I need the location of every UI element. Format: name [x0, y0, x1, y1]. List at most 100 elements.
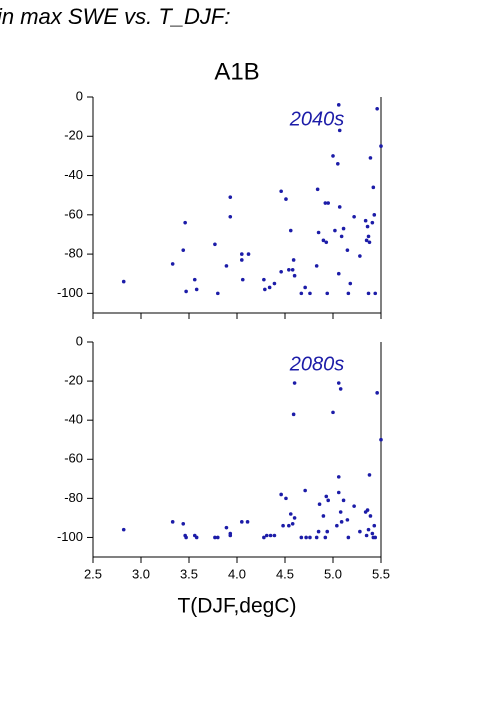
point [314, 264, 319, 268]
point [365, 224, 370, 229]
point [338, 387, 343, 391]
point [368, 514, 373, 518]
point [316, 230, 321, 235]
point [326, 201, 331, 205]
point [335, 523, 339, 528]
point [272, 281, 277, 286]
point [262, 277, 266, 282]
point [192, 277, 197, 282]
point [324, 494, 329, 499]
point [279, 269, 283, 274]
point [379, 437, 383, 442]
point [331, 154, 335, 158]
point [375, 106, 379, 111]
y-tick-label: -40 [64, 167, 83, 182]
point [292, 381, 297, 385]
point [325, 529, 330, 534]
x-tick-label: 2.5 [84, 566, 102, 581]
chart-title: in max SWE vs. T_DJF: [0, 4, 230, 29]
y-tick-label: 0 [76, 333, 83, 348]
point [183, 220, 187, 225]
point [170, 520, 175, 524]
point [284, 496, 288, 501]
point [346, 535, 351, 540]
point [224, 264, 229, 268]
point [224, 525, 229, 530]
point [373, 535, 378, 540]
point [375, 391, 379, 395]
point [303, 488, 307, 493]
point [279, 189, 283, 194]
point [245, 520, 250, 524]
point [321, 238, 326, 243]
point [263, 287, 267, 292]
point [367, 473, 372, 477]
point [216, 535, 220, 540]
point [379, 144, 383, 148]
point [337, 128, 342, 133]
point [363, 218, 368, 223]
point [184, 289, 188, 294]
point [292, 273, 297, 278]
y-tick-label: -100 [57, 285, 83, 300]
point [240, 258, 244, 262]
y-tick-label: -20 [64, 128, 83, 143]
point [341, 498, 346, 503]
point [352, 504, 356, 508]
point [323, 535, 328, 540]
point [358, 254, 362, 258]
point [213, 535, 217, 540]
point [314, 535, 319, 540]
point [336, 161, 340, 166]
point [364, 533, 369, 538]
point [368, 156, 373, 160]
point [364, 238, 369, 243]
point [279, 492, 283, 497]
point [299, 535, 304, 540]
point [290, 268, 295, 272]
point [321, 514, 326, 518]
point [341, 226, 346, 231]
point [373, 291, 378, 296]
point [181, 248, 186, 252]
point [304, 535, 308, 540]
y-tick-label: -40 [64, 412, 83, 427]
point [228, 214, 233, 219]
point [287, 523, 291, 528]
point [228, 195, 233, 199]
x-tick-label: 3.5 [180, 566, 198, 581]
point [262, 535, 266, 540]
point [299, 291, 304, 296]
annotation: 2040s [289, 108, 345, 130]
point [292, 516, 297, 520]
point [337, 205, 342, 209]
point [315, 187, 320, 192]
point [336, 271, 341, 276]
point [121, 527, 126, 532]
point [272, 533, 277, 538]
point [324, 240, 329, 245]
point [339, 234, 344, 239]
x-axis-label: T(DJF,degC) [177, 595, 296, 618]
point [240, 252, 244, 256]
x-tick-label: 4.5 [276, 566, 294, 581]
y-tick-label: -80 [64, 246, 83, 261]
y-tick-label: -80 [64, 490, 83, 505]
point [336, 103, 341, 107]
point [268, 533, 273, 538]
point [317, 502, 322, 507]
point [267, 285, 272, 290]
point [333, 228, 337, 233]
point [367, 240, 372, 245]
point [240, 520, 244, 524]
y-tick-label: -60 [64, 206, 83, 221]
point [194, 535, 199, 540]
chart-subtitle: A1B [214, 58, 259, 85]
point [345, 248, 350, 252]
point [331, 410, 335, 415]
point [352, 214, 356, 219]
y-tick-label: -100 [57, 529, 83, 544]
point [370, 531, 375, 536]
point [181, 521, 186, 526]
